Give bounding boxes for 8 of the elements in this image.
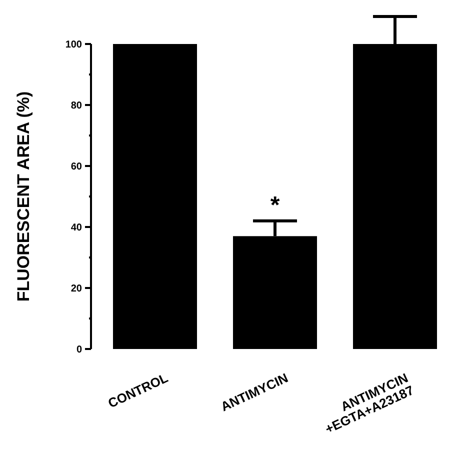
annotation: * (270, 192, 280, 219)
y-tick-label: 80 (70, 100, 82, 112)
y-tick-label: 40 (70, 222, 82, 234)
y-tick-label: 0 (76, 344, 82, 356)
y-tick-label: 100 (65, 40, 82, 50)
y-axis-title: FLUORESCENT AREA (%) (14, 91, 33, 302)
y-tick-label: 60 (70, 162, 82, 172)
y-tick-label: 20 (70, 284, 82, 294)
